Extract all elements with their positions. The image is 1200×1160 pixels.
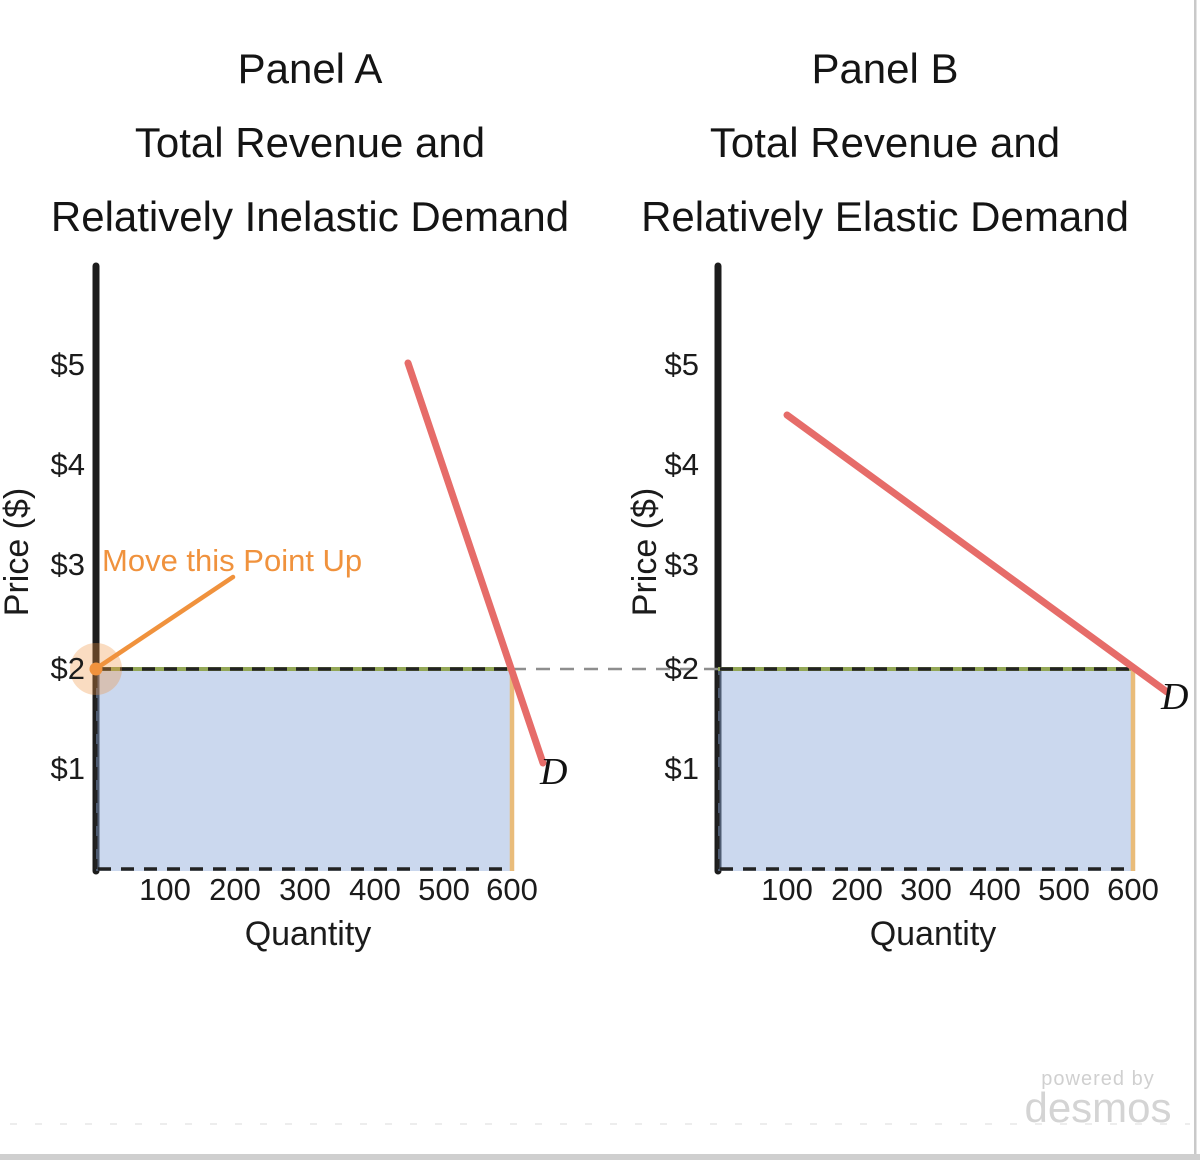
panel-b-title-line3: Relatively Elastic Demand <box>641 193 1129 240</box>
panel-a-title-line2: Total Revenue and <box>134 119 486 166</box>
panel-a-ytick-2: $2 <box>50 651 85 686</box>
panel-a-ytick-3: $3 <box>50 547 85 582</box>
movable-price-point[interactable] <box>89 662 103 676</box>
panel-b-title-line1: Panel B <box>811 45 959 92</box>
move-point-annotation: Move this Point Up <box>102 543 363 578</box>
annotation-arrow-line <box>94 574 236 671</box>
panel-b-xtick-600: 600 <box>1107 872 1159 907</box>
panel-b-demand-curve <box>783 411 1171 696</box>
panel-a-title-line3: Relatively Inelastic Demand <box>50 193 570 240</box>
panel-a-xtick-200: 200 <box>209 872 261 907</box>
panel-b-xtick-200: 200 <box>831 872 883 907</box>
panel-b-xtick-300: 300 <box>900 872 952 907</box>
panel-a-ytick-5: $5 <box>50 347 85 382</box>
panel-a-ytick-1: $1 <box>50 751 85 786</box>
panel-a-xtick-600: 600 <box>486 872 538 907</box>
panel-b-ytick-4: $4 <box>664 447 699 482</box>
panel-b-title-line2: Total Revenue and <box>709 119 1061 166</box>
panel-b-ytick-3: $3 <box>664 547 699 582</box>
right-edge-border <box>1194 0 1197 1160</box>
panel-a-ytick-4: $4 <box>50 447 85 482</box>
panel-b-xaxis-label: Quantity <box>869 915 997 953</box>
panel-a-xtick-400: 400 <box>349 872 401 907</box>
panel-b-ytick-1: $1 <box>664 751 699 786</box>
panel-a-demand-label: D <box>540 751 568 793</box>
panel-a-title-line1: Panel A <box>237 45 383 92</box>
panel-b-xtick-100: 100 <box>761 872 813 907</box>
panel-a-xtick-500: 500 <box>418 872 470 907</box>
panel-b-ytick-5: $5 <box>664 347 699 382</box>
panel-a-yaxis-label: Price ($) <box>0 487 36 617</box>
panel-a-demand-curve <box>404 359 547 767</box>
bottom-scrollbar-track[interactable] <box>0 1154 1200 1160</box>
panel-b-xtick-500: 500 <box>1038 872 1090 907</box>
panel-b-xtick-400: 400 <box>969 872 1021 907</box>
panel-a-xtick-300: 300 <box>279 872 331 907</box>
panel-b-demand-label: D <box>1161 676 1189 718</box>
panel-a-xaxis-label: Quantity <box>244 915 372 953</box>
watermark-powered-by: powered by <box>1041 1068 1155 1090</box>
panel-b-revenue-area <box>718 669 1133 871</box>
watermark-desmos-logo: desmos <box>1024 1084 1172 1131</box>
panel-b-ytick-2: $2 <box>664 651 699 686</box>
panel-a-revenue-area <box>96 669 512 871</box>
panel-b-yaxis-label: Price ($) <box>626 487 664 617</box>
panel-a-xtick-100: 100 <box>139 872 191 907</box>
